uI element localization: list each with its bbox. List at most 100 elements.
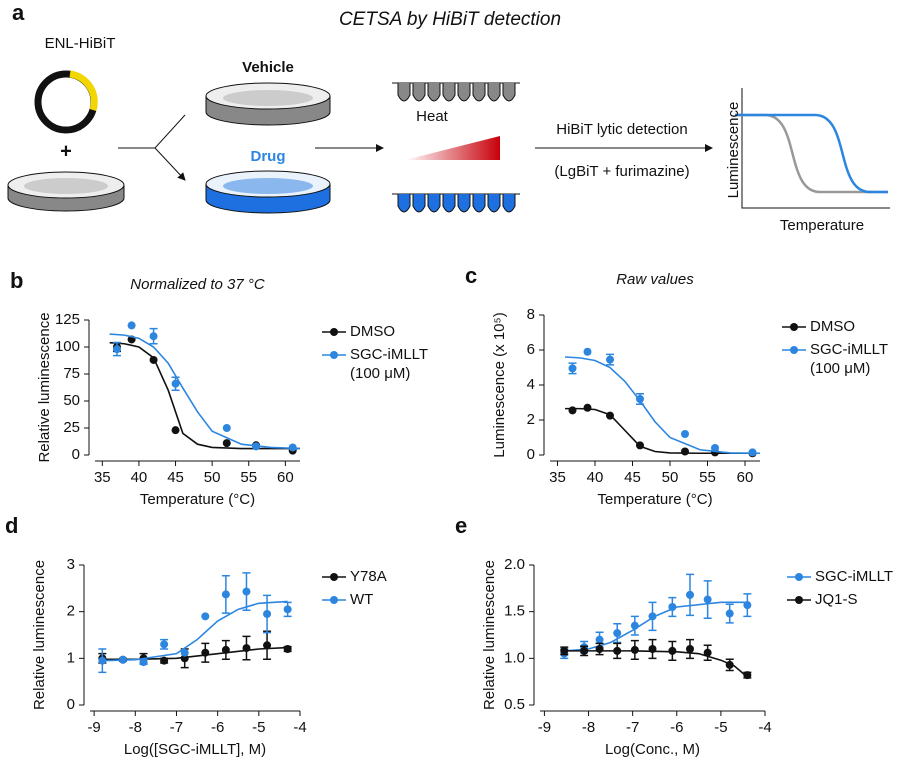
data-point bbox=[242, 644, 251, 653]
data-point bbox=[725, 609, 734, 618]
data-point bbox=[668, 603, 677, 611]
tube bbox=[487, 83, 501, 102]
tube bbox=[457, 83, 471, 102]
detection-label: HiBiT lytic detection bbox=[556, 121, 687, 138]
data-point bbox=[201, 648, 210, 657]
tube bbox=[472, 194, 486, 213]
legend: DMSO SGC-iMLLT (100 μM) bbox=[320, 322, 428, 387]
data-point bbox=[725, 660, 734, 669]
x-tick-label: 45 bbox=[624, 469, 641, 486]
y-tick-label: 50 bbox=[63, 392, 80, 409]
data-point bbox=[580, 646, 589, 655]
x-tick-label: 45 bbox=[167, 469, 184, 486]
drug-dish bbox=[205, 170, 331, 214]
data-point bbox=[630, 621, 639, 630]
y-axis-label: Relative luminescence bbox=[36, 312, 53, 462]
chart-title: Raw values bbox=[616, 271, 694, 288]
x-tick-label: 60 bbox=[737, 469, 754, 486]
tube bbox=[502, 194, 516, 213]
y-tick-label: 25 bbox=[63, 419, 80, 436]
data-point bbox=[743, 671, 752, 680]
legend: DMSO SGC-iMLLT (100 μM) bbox=[780, 317, 888, 382]
drug-label: Drug bbox=[251, 148, 286, 165]
tube bbox=[457, 194, 471, 213]
x-tick-label: -7 bbox=[170, 719, 183, 736]
y-tick-label: 1 bbox=[67, 649, 75, 666]
x-tick-label: -7 bbox=[626, 719, 639, 736]
legend-swatch bbox=[782, 346, 806, 354]
y-tick-label: 0 bbox=[67, 696, 75, 713]
data-point bbox=[560, 646, 569, 655]
x-tick-label: -6 bbox=[670, 719, 683, 736]
data-point bbox=[606, 355, 614, 364]
legend-label: DMSO bbox=[350, 323, 395, 340]
legend-label: WT bbox=[350, 591, 374, 608]
data-point bbox=[681, 447, 689, 456]
data-point bbox=[686, 590, 694, 599]
y-tick-label: 8 bbox=[527, 306, 535, 323]
x-tick-label: 40 bbox=[587, 469, 604, 486]
data-point bbox=[583, 347, 592, 356]
x-tick-label: -8 bbox=[129, 719, 142, 736]
data-point bbox=[263, 641, 272, 650]
data-point bbox=[613, 646, 622, 655]
legend-swatch bbox=[322, 351, 346, 359]
y-tick-label: 2.0 bbox=[504, 556, 525, 573]
y-tick-label: 1.5 bbox=[504, 603, 525, 620]
heat-ramp bbox=[405, 136, 500, 160]
legend-label: SGC-iMLLT (100 μM) bbox=[810, 341, 889, 377]
x-tick-label: 35 bbox=[94, 469, 111, 486]
legend-label: JQ1-S bbox=[815, 591, 858, 608]
tube bbox=[442, 83, 456, 102]
legend-entry: SGC-iMLLT bbox=[785, 567, 893, 586]
data-point bbox=[613, 629, 622, 638]
data-point bbox=[139, 658, 148, 667]
panel-label: b bbox=[10, 268, 23, 293]
chart-title: Normalized to 37 °C bbox=[130, 276, 265, 293]
data-point bbox=[595, 645, 604, 653]
y-tick-label: 100 bbox=[55, 338, 80, 355]
tube bbox=[442, 194, 456, 213]
tubes bbox=[392, 82, 520, 213]
y-axis-label: Relative luminescence bbox=[481, 560, 498, 710]
reagents-label: (LgBiT + furimazine) bbox=[554, 163, 689, 180]
tube bbox=[397, 83, 411, 102]
x-tick-label: -4 bbox=[758, 719, 771, 736]
x-tick-label: -4 bbox=[293, 719, 306, 736]
tube bbox=[487, 194, 501, 213]
x-axis-label: Log([SGC-iMLLT], M) bbox=[124, 741, 266, 758]
legend-entry: DMSO bbox=[320, 322, 428, 341]
x-tick-label: -8 bbox=[582, 719, 595, 736]
plus: + bbox=[60, 140, 72, 162]
data-point bbox=[681, 430, 689, 438]
panel-label: d bbox=[5, 513, 18, 538]
legend-entry: SGC-iMLLT (100 μM) bbox=[780, 340, 888, 378]
mini-ylabel: Luminescence bbox=[725, 102, 742, 199]
vehicle-dish bbox=[205, 82, 331, 126]
data-point bbox=[160, 656, 169, 665]
legend-label: SGC-iMLLT bbox=[815, 568, 894, 585]
tube bbox=[412, 83, 426, 102]
x-tick-label: -9 bbox=[538, 719, 551, 736]
data-point bbox=[595, 635, 604, 644]
x-tick-label: 50 bbox=[662, 469, 679, 486]
data-point bbox=[160, 640, 169, 649]
hibit-insert bbox=[69, 70, 98, 112]
fit-line bbox=[109, 333, 301, 450]
legend-entry: WT bbox=[320, 590, 387, 609]
x-tick-label: 55 bbox=[240, 469, 257, 486]
data-point bbox=[201, 612, 210, 621]
legend-entry: SGC-iMLLT (100 μM) bbox=[320, 345, 428, 383]
y-tick-label: 0 bbox=[72, 446, 80, 463]
legend-swatch bbox=[322, 573, 346, 581]
data-point bbox=[242, 587, 251, 596]
tube bbox=[412, 194, 426, 213]
x-axis-label: Log(Conc., M) bbox=[605, 741, 700, 758]
mini-axes bbox=[741, 88, 890, 209]
heat-label: Heat bbox=[416, 108, 449, 125]
x-tick-label: 40 bbox=[131, 469, 148, 486]
legend: SGC-iMLLT JQ1-S bbox=[785, 567, 893, 613]
data-point bbox=[748, 448, 757, 457]
y-tick-label: 2 bbox=[67, 603, 75, 620]
